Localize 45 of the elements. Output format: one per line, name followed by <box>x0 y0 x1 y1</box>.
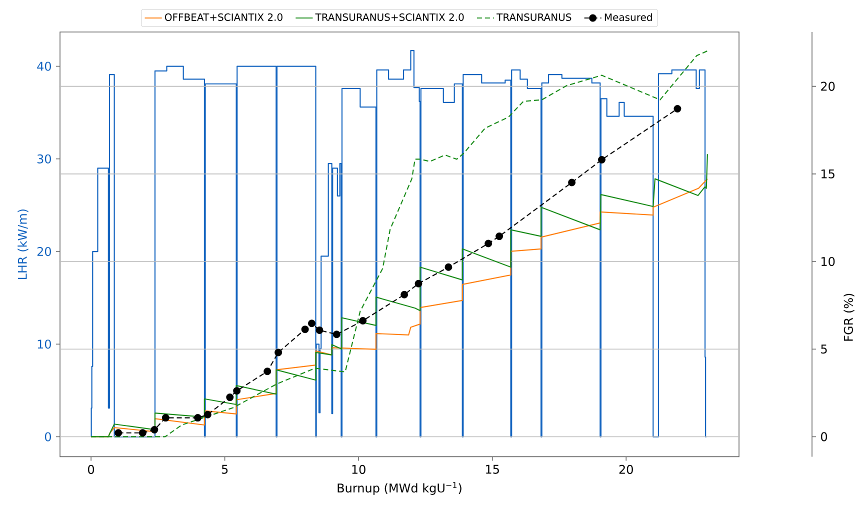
y2-tick-label: 0 <box>820 432 828 442</box>
point <box>674 104 682 112</box>
y-axis-title: LHR (kW/m) <box>18 210 28 280</box>
y2-tick-label: 5 <box>821 344 827 354</box>
point <box>359 316 367 324</box>
y-tick-label: 40 <box>37 62 52 71</box>
point <box>233 387 241 395</box>
point <box>598 156 606 164</box>
x-tick-label: 20 <box>619 464 633 474</box>
legend-label: TRANSURANUS+SCIANTIX 2.0 <box>315 13 464 21</box>
y2-axis-title: FGR (%) <box>844 294 854 341</box>
point <box>316 326 324 334</box>
point <box>301 326 309 334</box>
y-tick-label: 0 <box>44 432 52 442</box>
y2-tick-label: 15 <box>822 169 834 178</box>
point <box>264 368 272 376</box>
y2-tick-label: 20 <box>821 82 835 91</box>
point <box>204 410 212 418</box>
x-tick-label: 15 <box>486 464 499 474</box>
y-tick-label: 20 <box>37 246 52 256</box>
point <box>194 414 202 422</box>
legend-label: TRANSURANUS <box>496 13 572 21</box>
x-tick-label: 0 <box>88 464 94 474</box>
point <box>568 178 576 186</box>
point <box>332 330 340 338</box>
point <box>138 429 146 437</box>
point <box>444 263 452 271</box>
point <box>414 280 422 288</box>
x-axis-title: Burnup (MWd kgU$^{−1}$) <box>338 482 462 495</box>
y-tick-label: 10 <box>38 340 52 349</box>
point <box>496 232 504 240</box>
legend-label: Measured <box>604 13 652 22</box>
x-tick-label: 5 <box>222 464 228 474</box>
y2-tick-label: 10 <box>822 256 835 266</box>
point <box>226 394 234 402</box>
point <box>400 290 408 298</box>
point <box>308 320 316 328</box>
point <box>484 240 492 248</box>
point <box>114 429 122 437</box>
x-tick-label: 10 <box>352 464 366 474</box>
legend-label: OFFBEAT+SCIANTIX 2.0 <box>164 13 282 21</box>
y-tick-label: 30 <box>37 154 52 164</box>
point <box>150 426 158 434</box>
point <box>162 414 170 422</box>
point <box>274 348 282 356</box>
